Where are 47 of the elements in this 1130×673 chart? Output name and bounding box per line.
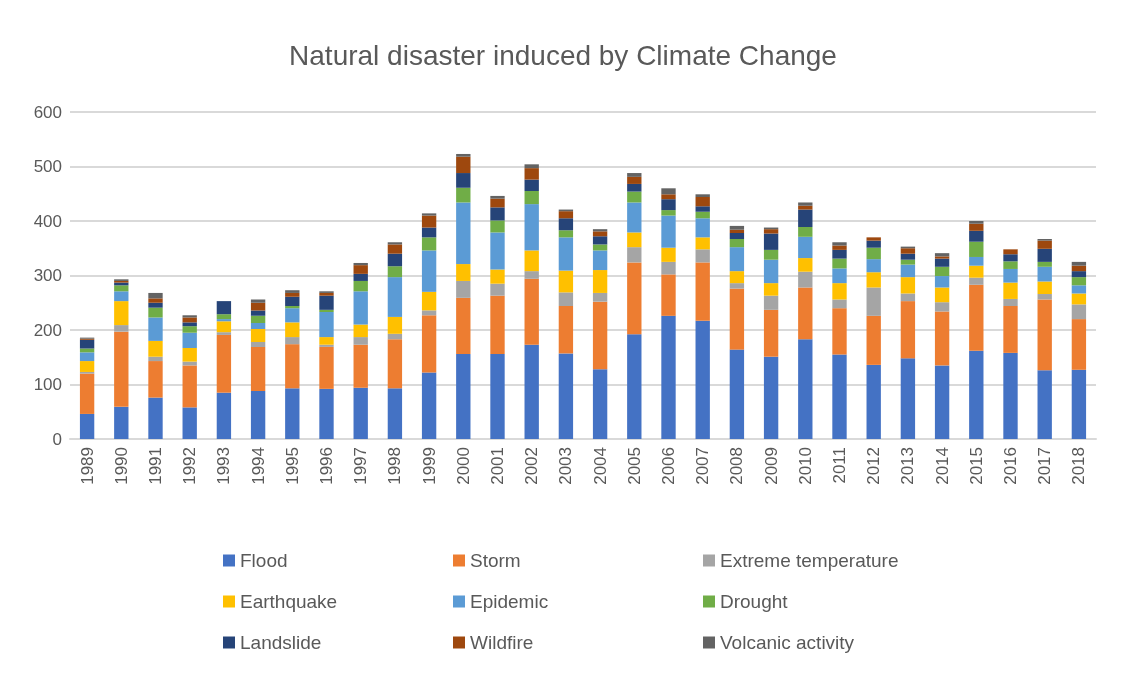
x-tick-label: 2013 <box>898 447 918 485</box>
y-tick-label: 300 <box>33 266 62 285</box>
legend-label: Extreme temperature <box>720 550 899 571</box>
x-tick-label: 1999 <box>419 447 439 485</box>
x-tick-label: 1996 <box>317 447 336 485</box>
legend-label: Drought <box>720 591 789 612</box>
legend-label: Epidemic <box>470 591 549 612</box>
x-tick-label: 2009 <box>761 447 781 485</box>
x-tick-label: 2001 <box>488 447 507 485</box>
x-tick-label: 1995 <box>282 447 302 485</box>
x-tick-label: 1991 <box>146 447 165 485</box>
x-tick-label: 2008 <box>727 447 747 485</box>
y-tick-label: 200 <box>33 320 62 340</box>
y-tick-label: 600 <box>33 102 62 122</box>
x-tick-label: 2005 <box>624 447 644 485</box>
x-tick-label: 1997 <box>351 447 371 485</box>
x-tick-label: 2016 <box>1001 447 1020 485</box>
x-tick-label: 2000 <box>453 447 473 485</box>
legend-label: Wildfire <box>470 632 534 653</box>
x-tick-label: 2003 <box>556 447 576 485</box>
x-tick-label: 2004 <box>590 447 610 485</box>
x-tick-label: 2011 <box>830 447 849 484</box>
x-tick-label: 2010 <box>795 447 815 485</box>
legend-label: Landslide <box>240 632 322 653</box>
x-tick-label: 2017 <box>1035 447 1055 485</box>
y-tick-label: 400 <box>33 211 62 231</box>
x-tick-label: 2007 <box>693 447 713 485</box>
x-tick-label: 1990 <box>111 447 131 485</box>
x-tick-label: 1994 <box>248 447 268 485</box>
x-tick-label: 2006 <box>659 447 678 485</box>
legend-label: Storm <box>470 550 521 571</box>
x-tick-label: 2002 <box>522 447 542 485</box>
x-tick-label: 1993 <box>214 447 234 485</box>
legend-label: Flood <box>240 550 288 571</box>
chart-title: Natural disaster induced by Climate Change <box>289 39 837 71</box>
x-tick-label: 2014 <box>932 447 952 485</box>
legend-label: Volcanic activity <box>720 632 855 653</box>
x-tick-label: 1998 <box>385 447 405 485</box>
y-tick-label: 500 <box>33 157 62 176</box>
x-tick-label: 1992 <box>180 447 200 485</box>
legend-label: Earthquake <box>240 591 338 612</box>
x-tick-label: 1989 <box>77 447 97 485</box>
y-tick-label: 100 <box>33 375 62 394</box>
x-tick-label: 2015 <box>966 447 986 485</box>
x-tick-label: 2012 <box>864 447 884 485</box>
x-tick-label: 2018 <box>1069 447 1089 485</box>
y-tick-label: 0 <box>52 429 62 449</box>
